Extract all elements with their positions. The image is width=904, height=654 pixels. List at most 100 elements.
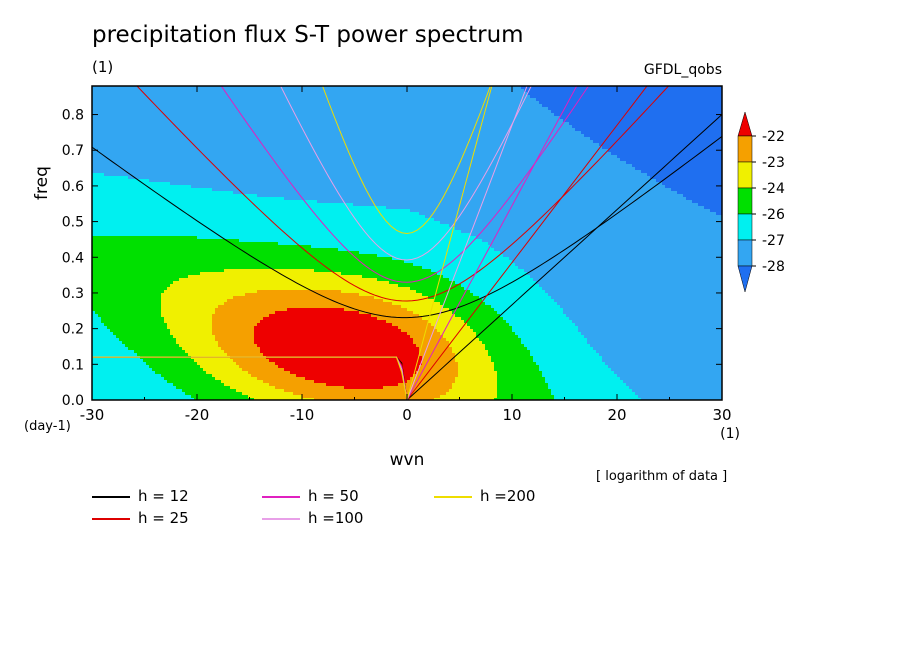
contour-cell bbox=[155, 146, 159, 150]
contour-cell bbox=[671, 137, 675, 141]
contour-cell bbox=[530, 146, 534, 150]
contour-cell bbox=[518, 122, 522, 126]
contour-cell bbox=[275, 89, 279, 93]
contour-cell bbox=[380, 149, 384, 153]
contour-cell bbox=[155, 86, 159, 90]
contour-cell bbox=[230, 143, 234, 147]
contour-cell bbox=[221, 89, 225, 93]
contour-cell bbox=[563, 110, 567, 114]
contour-cell bbox=[371, 128, 375, 132]
contour-cell bbox=[383, 149, 387, 153]
contour-cell bbox=[578, 131, 582, 135]
contour-cell bbox=[185, 95, 189, 99]
contour-cell bbox=[533, 86, 537, 90]
contour-cell bbox=[497, 98, 501, 102]
contour-cell bbox=[263, 119, 267, 123]
contour-cell bbox=[119, 122, 123, 126]
contour-cell bbox=[647, 143, 651, 147]
contour-cell bbox=[119, 149, 123, 153]
contour-cell bbox=[368, 146, 372, 150]
contour-cell bbox=[173, 107, 177, 111]
contour-cell bbox=[221, 143, 225, 147]
contour-cell bbox=[479, 140, 483, 144]
contour-cell bbox=[638, 101, 642, 105]
contour-cell bbox=[182, 119, 186, 123]
contour-cell bbox=[245, 86, 249, 90]
contour-cell bbox=[356, 143, 360, 147]
contour-cell bbox=[269, 137, 273, 141]
contour-cell bbox=[158, 155, 162, 159]
contour-cell bbox=[248, 95, 252, 99]
contour-cell bbox=[362, 119, 366, 123]
contour-cell bbox=[128, 140, 132, 144]
contour-cell bbox=[194, 131, 198, 135]
contour-cell bbox=[116, 149, 120, 153]
contour-cell bbox=[107, 110, 111, 114]
contour-cell bbox=[701, 89, 705, 93]
contour-cell bbox=[332, 146, 336, 150]
contour-cell bbox=[149, 137, 153, 141]
contour-cell bbox=[206, 89, 210, 93]
contour-cell bbox=[335, 92, 339, 96]
contour-cell bbox=[548, 110, 552, 114]
contour-cell bbox=[536, 89, 540, 93]
contour-cell bbox=[497, 116, 501, 120]
contour-cell bbox=[614, 110, 618, 114]
contour-cell bbox=[704, 137, 708, 141]
contour-cell bbox=[497, 125, 501, 129]
contour-cell bbox=[539, 149, 543, 153]
contour-cell bbox=[623, 86, 627, 90]
contour-cell bbox=[356, 140, 360, 144]
contour-cell bbox=[380, 116, 384, 120]
contour-cell bbox=[206, 119, 210, 123]
contour-cell bbox=[407, 92, 411, 96]
contour-cell bbox=[281, 143, 285, 147]
contour-cell bbox=[539, 125, 543, 129]
contour-cell bbox=[359, 110, 363, 114]
contour-cell bbox=[707, 95, 711, 99]
contour-cell bbox=[575, 116, 579, 120]
contour-cell bbox=[500, 119, 504, 123]
contour-cell bbox=[122, 89, 126, 93]
contour-cell bbox=[479, 131, 483, 135]
contour-cell bbox=[407, 140, 411, 144]
contour-cell bbox=[671, 92, 675, 96]
contour-cell bbox=[536, 143, 540, 147]
contour-cell bbox=[509, 113, 513, 117]
contour-cell bbox=[107, 98, 111, 102]
contour-cell bbox=[524, 86, 528, 90]
contour-cell bbox=[656, 86, 660, 90]
contour-cell bbox=[689, 122, 693, 126]
contour-cell bbox=[308, 92, 312, 96]
contour-cell bbox=[227, 146, 231, 150]
contour-cell bbox=[536, 137, 540, 141]
contour-cell bbox=[674, 128, 678, 132]
contour-cell bbox=[266, 107, 270, 111]
contour-cell bbox=[404, 95, 408, 99]
contour-cell bbox=[260, 101, 264, 105]
contour-cell bbox=[506, 98, 510, 102]
contour-cell bbox=[266, 155, 270, 159]
contour-cell bbox=[221, 137, 225, 141]
contour-cell bbox=[659, 110, 663, 114]
contour-cell bbox=[170, 143, 174, 147]
contour-cell bbox=[473, 128, 477, 132]
contour-cell bbox=[182, 86, 186, 90]
contour-cell bbox=[101, 95, 105, 99]
contour-cell bbox=[221, 131, 225, 135]
contour-cell bbox=[125, 131, 129, 135]
contour-cell bbox=[368, 149, 372, 153]
contour-cell bbox=[563, 128, 567, 132]
contour-cell bbox=[380, 152, 384, 156]
contour-cell bbox=[128, 146, 132, 150]
contour-cell bbox=[176, 89, 180, 93]
contour-cell bbox=[704, 122, 708, 126]
contour-cell bbox=[677, 140, 681, 144]
contour-cell bbox=[269, 119, 273, 123]
contour-cell bbox=[113, 116, 117, 120]
contour-cell bbox=[368, 134, 372, 138]
contour-cell bbox=[197, 146, 201, 150]
contour-cell bbox=[647, 95, 651, 99]
contour-cell bbox=[380, 92, 384, 96]
contour-cell bbox=[170, 140, 174, 144]
